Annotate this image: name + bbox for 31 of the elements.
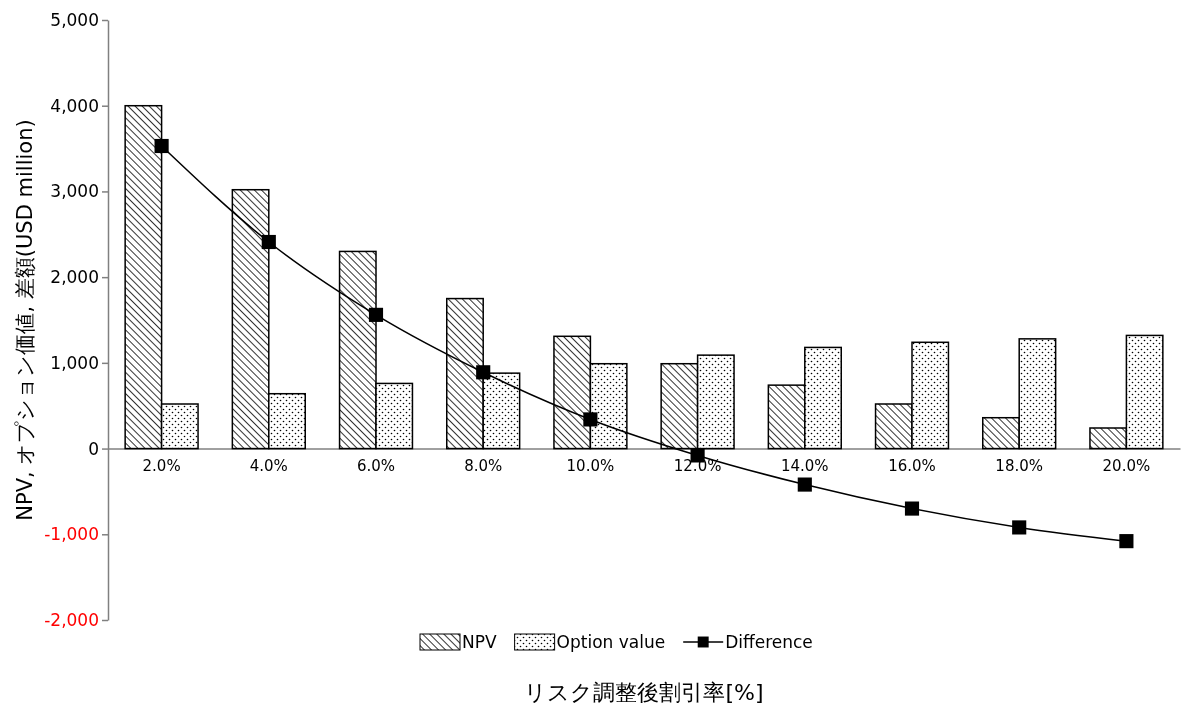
x-tick-label: 10.0% — [566, 457, 615, 476]
x-axis-title: リスク調整後割引率[%] — [524, 680, 764, 705]
y-tick-label: 1,000 — [50, 352, 99, 373]
point — [1119, 534, 1134, 549]
x-tick-label: 20.0% — [1102, 457, 1151, 476]
point — [904, 501, 920, 516]
y-tick-label: -2,000 — [44, 609, 99, 630]
point — [368, 307, 384, 322]
point — [583, 412, 598, 427]
x-tick-label: 8.0% — [464, 457, 503, 476]
y-axis-title: NPV, オプション価値, 差額(USD million) — [13, 119, 37, 521]
legend-label: NPV — [462, 632, 497, 652]
point — [154, 138, 169, 154]
x-tick-label: 16.0% — [888, 457, 936, 476]
x-tick-label: 4.0% — [249, 457, 288, 476]
x-tick-label: 6.0% — [356, 457, 396, 476]
point — [1012, 520, 1027, 535]
y-tick-label: 0 — [88, 438, 99, 459]
y-tick-label: 2,000 — [50, 267, 99, 288]
point — [476, 365, 491, 380]
y-tick-label: 4,000 — [50, 95, 99, 116]
x-tick-label: 2.0% — [142, 457, 181, 476]
legend-label: Difference — [725, 632, 813, 652]
x-tick-label: 18.0% — [995, 457, 1044, 476]
y-tick-label: -1,000 — [44, 524, 99, 545]
x-tick-label: 14.0% — [780, 457, 829, 476]
y-tick-label: 5,000 — [50, 9, 99, 30]
point — [261, 234, 276, 250]
y-tick-label: 3,000 — [50, 181, 99, 202]
point — [797, 477, 812, 492]
legend-label: Option value — [556, 632, 666, 652]
